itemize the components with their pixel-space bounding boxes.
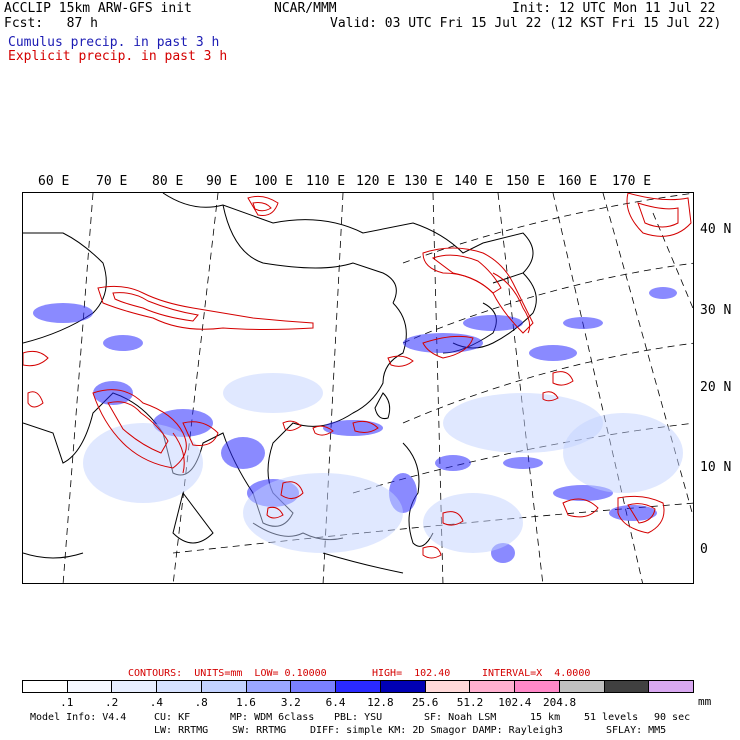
contour-info: CONTOURS: UNITS=mm LOW= 0.10000 xyxy=(128,668,327,679)
pbl-scheme: PBL: YSU xyxy=(334,712,383,723)
model-title: ACCLIP 15km ARW-GFS init xyxy=(4,1,192,16)
lon-label-120e: 120 E xyxy=(356,174,396,189)
lon-label-130e: 130 E xyxy=(404,174,444,189)
colorbar-tick-label: 6.4 xyxy=(325,696,346,709)
mp-scheme: MP: WDM 6class xyxy=(230,712,315,723)
colorbar-tick-label: 51.2 xyxy=(456,696,484,709)
colorbar-box xyxy=(67,681,113,692)
colorbar-tick-label: 25.6 xyxy=(411,696,439,709)
colorbar-box xyxy=(470,681,516,692)
map-canvas xyxy=(23,193,693,583)
colorbar-box xyxy=(604,681,650,692)
sw-scheme: SW: RRTMG xyxy=(232,725,287,736)
colorbar-box xyxy=(425,681,471,692)
colorbar-box xyxy=(649,681,694,692)
colorbar-box xyxy=(515,681,560,692)
sf-scheme: SF: Noah LSM xyxy=(424,712,497,723)
colorbar-unit: mm xyxy=(698,695,712,708)
colorbar-tick-label: .1 xyxy=(60,696,74,709)
levels: 51 levels xyxy=(584,712,639,723)
legend-cumulus: Cumulus precip. in past 3 h xyxy=(8,35,220,50)
lon-label-150e: 150 E xyxy=(506,174,546,189)
lat-label-30n: 30 N xyxy=(700,303,732,318)
lon-label-80e: 80 E xyxy=(152,174,184,189)
lw-scheme: LW: RRTMG xyxy=(154,725,209,736)
colorbar-tick-label: 12.8 xyxy=(367,696,394,709)
lat-label-10n: 10 N xyxy=(700,460,732,475)
forecast-hour: Fcst: 87 h xyxy=(4,16,98,31)
colorbar-box xyxy=(246,681,292,692)
sflay-scheme: SFLAY: MM5 xyxy=(606,725,667,736)
colorbar-tick-label: .8 xyxy=(194,696,208,709)
colorbar-tick-label: 204.8 xyxy=(543,696,577,709)
resolution: 15 km xyxy=(530,712,561,723)
lon-label-100e: 100 E xyxy=(254,174,294,189)
cu-scheme: CU: KF xyxy=(154,712,191,723)
lat-label-40n: 40 N xyxy=(700,222,732,237)
center-label: NCAR/MMM xyxy=(274,1,337,16)
lon-label-70e: 70 E xyxy=(96,174,128,189)
colorbar-box xyxy=(380,681,426,692)
colorbar-tick-label: 3.2 xyxy=(280,696,301,709)
lon-label-110e: 110 E xyxy=(306,174,346,189)
colorbar-tick-label: 102.4 xyxy=(498,696,532,709)
diff-damp: DIFF: simple KM: 2D Smagor DAMP: Rayleig… xyxy=(310,725,563,736)
lat-label-20n: 20 N xyxy=(700,380,732,395)
lon-label-170e: 170 E xyxy=(612,174,652,189)
init-time: Init: 12 UTC Mon 11 Jul 22 xyxy=(512,1,716,16)
valid-time: Valid: 03 UTC Fri 15 Jul 22 (12 KST Fri … xyxy=(330,16,722,31)
contour-interval: INTERVAL=X 4.0000 xyxy=(482,668,591,679)
colorbar-box xyxy=(201,681,247,692)
lat-label-0: 0 xyxy=(700,542,708,557)
lon-label-60e: 60 E xyxy=(38,174,70,189)
lon-label-160e: 160 E xyxy=(558,174,598,189)
explicit-precip-contours xyxy=(23,193,692,559)
model-info: Model Info: V4.4 xyxy=(30,712,127,723)
colorbar-box xyxy=(336,681,381,692)
light-precip-areas xyxy=(83,373,683,553)
legend-explicit: Explicit precip. in past 3 h xyxy=(8,49,228,64)
colorbar-box xyxy=(23,681,68,692)
colorbar-box xyxy=(291,681,337,692)
colorbar xyxy=(22,680,694,693)
colorbar-box xyxy=(157,681,202,692)
colorbar-tick-label: 1.6 xyxy=(236,696,256,709)
colorbar-box xyxy=(112,681,158,692)
contour-high: HIGH= 102.40 xyxy=(372,668,451,679)
colorbar-box xyxy=(559,681,605,692)
precip-map xyxy=(22,192,694,584)
colorbar-tick-label: .2 xyxy=(104,696,119,709)
lon-label-140e: 140 E xyxy=(454,174,494,189)
lon-label-90e: 90 E xyxy=(206,174,238,189)
colorbar-tick-label: .4 xyxy=(149,696,164,709)
timestep: 90 sec xyxy=(654,712,691,723)
